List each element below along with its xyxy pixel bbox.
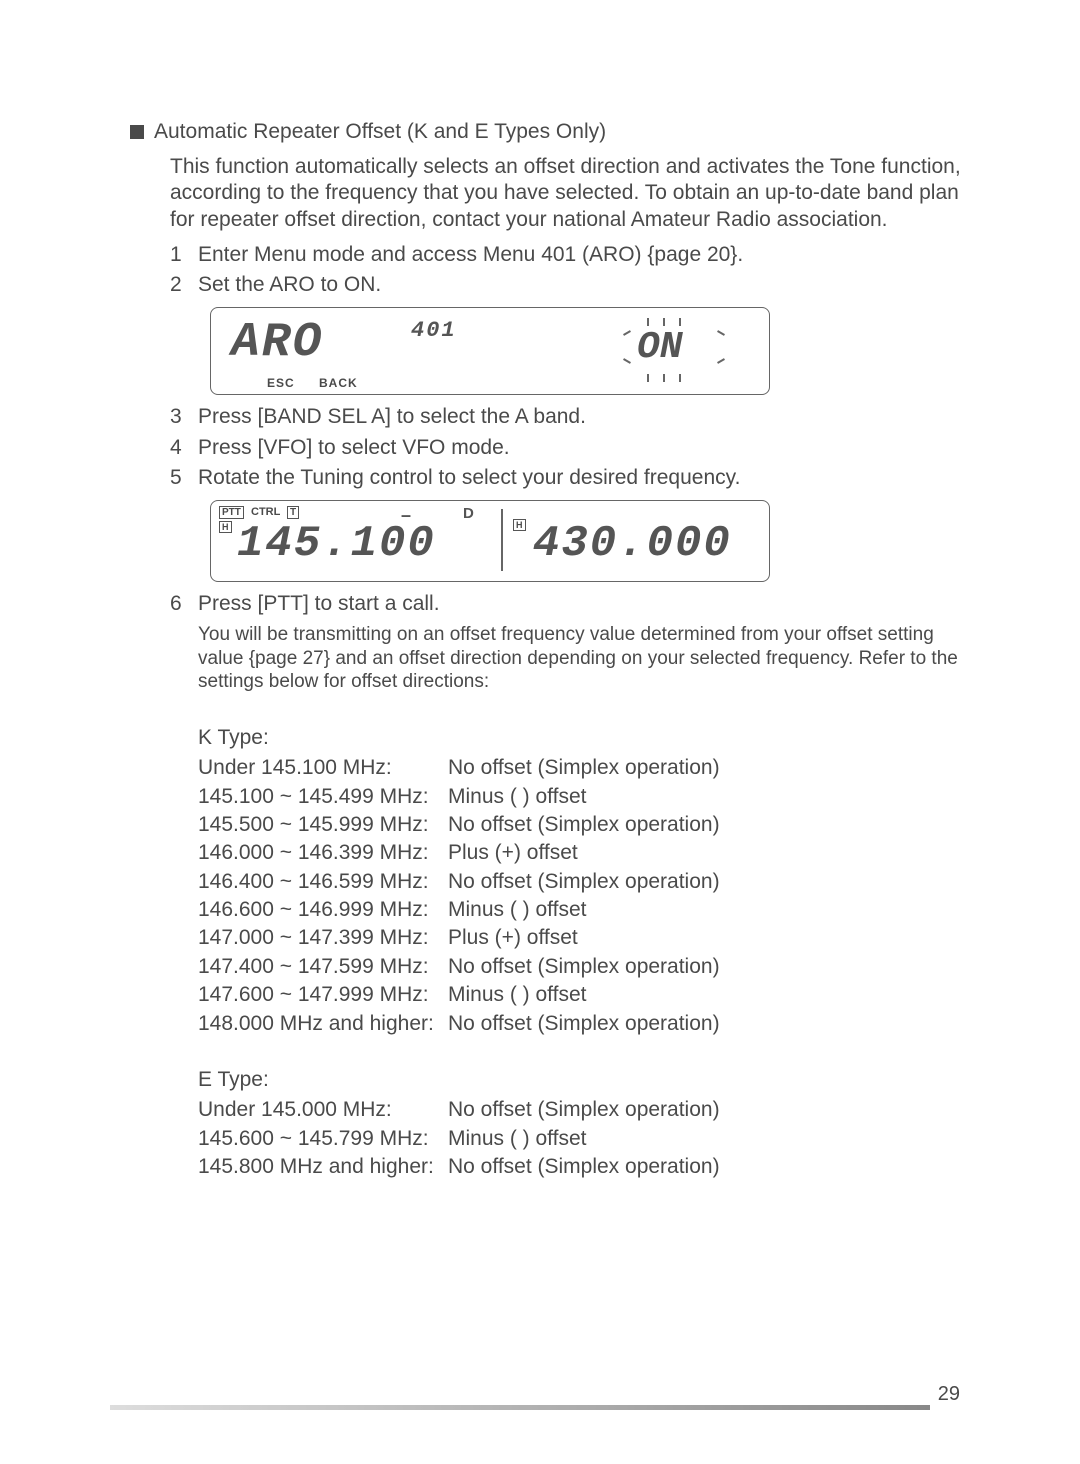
step-number: 2 (170, 271, 198, 299)
step-number: 3 (170, 403, 198, 431)
offset-range: 145.500 ~ 145.999 MHz: (198, 811, 448, 839)
lcd-d-label: D (463, 505, 474, 522)
offset-value: No offset (Simplex operation) (448, 1096, 970, 1124)
step-text: Set the ARO to ON. (198, 271, 970, 299)
step-2: 2 Set the ARO to ON. (170, 271, 970, 299)
offset-row: 145.600 ~ 145.799 MHz:Minus ( ) offset (198, 1125, 970, 1153)
offset-row: 146.600 ~ 146.999 MHz:Minus ( ) offset (198, 896, 970, 924)
k-type-section: K Type: Under 145.100 MHz:No offset (Sim… (198, 724, 970, 1038)
step-6: 6 Press [PTT] to start a call. (170, 590, 970, 618)
offset-row: 145.500 ~ 145.999 MHz:No offset (Simplex… (198, 811, 970, 839)
offset-value: Minus ( ) offset (448, 1125, 970, 1153)
offset-range: 146.000 ~ 146.399 MHz: (198, 839, 448, 867)
offset-value: No offset (Simplex operation) (448, 1153, 970, 1181)
lcd-back-label: BACK (319, 376, 358, 390)
lcd-display-freq: PTT CTRL T H – D 145.100 H 430.000 (210, 500, 770, 582)
offset-row: 147.000 ~ 147.399 MHz:Plus (+) offset (198, 924, 970, 952)
step-3: 3 Press [BAND SEL A] to select the A ban… (170, 403, 970, 431)
offset-value: No offset (Simplex operation) (448, 868, 970, 896)
offset-value: No offset (Simplex operation) (448, 1010, 970, 1038)
intro-paragraph: This function automatically selects an o… (170, 154, 970, 233)
offset-range: 145.100 ~ 145.499 MHz: (198, 783, 448, 811)
step-text: Enter Menu mode and access Menu 401 (ARO… (198, 241, 970, 269)
page-number: 29 (938, 1383, 960, 1406)
offset-value: Minus ( ) offset (448, 783, 970, 811)
step-4: 4 Press [VFO] to select VFO mode. (170, 434, 970, 462)
offset-value: Plus (+) offset (448, 924, 970, 952)
offset-value: Plus (+) offset (448, 839, 970, 867)
offset-row: 145.800 MHz and higher:No offset (Simple… (198, 1153, 970, 1181)
lcd-on-text: ON (637, 326, 683, 369)
lcd-aro-text: ARO (231, 316, 323, 370)
step-number: 6 (170, 590, 198, 618)
offset-row: 146.000 ~ 146.399 MHz:Plus (+) offset (198, 839, 970, 867)
offset-range: Under 145.100 MHz: (198, 754, 448, 782)
lcd-freq-b: 430.000 (533, 519, 732, 569)
lcd-divider (501, 509, 503, 571)
offset-row: 146.400 ~ 146.599 MHz:No offset (Simplex… (198, 868, 970, 896)
step-list: 1 Enter Menu mode and access Menu 401 (A… (170, 241, 970, 300)
lcd-esc-label: ESC (267, 376, 295, 390)
lcd-h-label-a: H (219, 521, 232, 533)
k-type-title: K Type: (198, 724, 970, 752)
offset-range: 145.600 ~ 145.799 MHz: (198, 1125, 448, 1153)
offset-value: Minus ( ) offset (448, 896, 970, 924)
step-text: Press [BAND SEL A] to select the A band. (198, 403, 970, 431)
offset-explanation: You will be transmitting on an offset fr… (198, 623, 970, 694)
offset-row: Under 145.000 MHz:No offset (Simplex ope… (198, 1096, 970, 1124)
e-type-title: E Type: (198, 1066, 970, 1094)
offset-value: Minus ( ) offset (448, 981, 970, 1009)
square-bullet-icon (130, 125, 144, 139)
lcd-freq-a: 145.100 (237, 519, 436, 569)
offset-range: 146.600 ~ 146.999 MHz: (198, 896, 448, 924)
offset-range: Under 145.000 MHz: (198, 1096, 448, 1124)
step-list-2: 3 Press [BAND SEL A] to select the A ban… (170, 403, 970, 492)
offset-row: 145.100 ~ 145.499 MHz:Minus ( ) offset (198, 783, 970, 811)
offset-value: No offset (Simplex operation) (448, 754, 970, 782)
page: Automatic Repeater Offset (K and E Types… (0, 0, 1080, 1464)
lcd-h-label-b: H (513, 519, 526, 531)
heading-text: Automatic Repeater Offset (K and E Types… (154, 120, 606, 144)
step-number: 4 (170, 434, 198, 462)
section-heading: Automatic Repeater Offset (K and E Types… (130, 120, 970, 144)
lcd-on-indicator: ON (629, 322, 719, 378)
lcd-ctrl-label: CTRL (251, 506, 280, 518)
step-text: Press [PTT] to start a call. (198, 590, 970, 618)
step-1: 1 Enter Menu mode and access Menu 401 (A… (170, 241, 970, 269)
offset-row: Under 145.100 MHz:No offset (Simplex ope… (198, 754, 970, 782)
offset-row: 148.000 MHz and higher:No offset (Simple… (198, 1010, 970, 1038)
offset-range: 147.000 ~ 147.399 MHz: (198, 924, 448, 952)
offset-value: No offset (Simplex operation) (448, 953, 970, 981)
offset-range: 148.000 MHz and higher: (198, 1010, 448, 1038)
step-text: Rotate the Tuning control to select your… (198, 464, 970, 492)
lcd-ptt-label: PTT (219, 506, 244, 519)
lcd-t-label: T (287, 506, 299, 519)
offset-value: No offset (Simplex operation) (448, 811, 970, 839)
offset-row: 147.400 ~ 147.599 MHz:No offset (Simplex… (198, 953, 970, 981)
step-text: Press [VFO] to select VFO mode. (198, 434, 970, 462)
step-list-3: 6 Press [PTT] to start a call. (170, 590, 970, 618)
offset-range: 147.600 ~ 147.999 MHz: (198, 981, 448, 1009)
offset-row: 147.600 ~ 147.999 MHz:Minus ( ) offset (198, 981, 970, 1009)
offset-range: 146.400 ~ 146.599 MHz: (198, 868, 448, 896)
offset-range: 147.400 ~ 147.599 MHz: (198, 953, 448, 981)
footer-divider (110, 1405, 930, 1410)
lcd-menu-code: 401 (411, 318, 457, 343)
step-number: 1 (170, 241, 198, 269)
e-type-section: E Type: Under 145.000 MHz:No offset (Sim… (198, 1066, 970, 1181)
step-5: 5 Rotate the Tuning control to select yo… (170, 464, 970, 492)
lcd-display-aro: ARO 401 ON ESC BACK (210, 307, 770, 395)
step-number: 5 (170, 464, 198, 492)
offset-range: 145.800 MHz and higher: (198, 1153, 448, 1181)
